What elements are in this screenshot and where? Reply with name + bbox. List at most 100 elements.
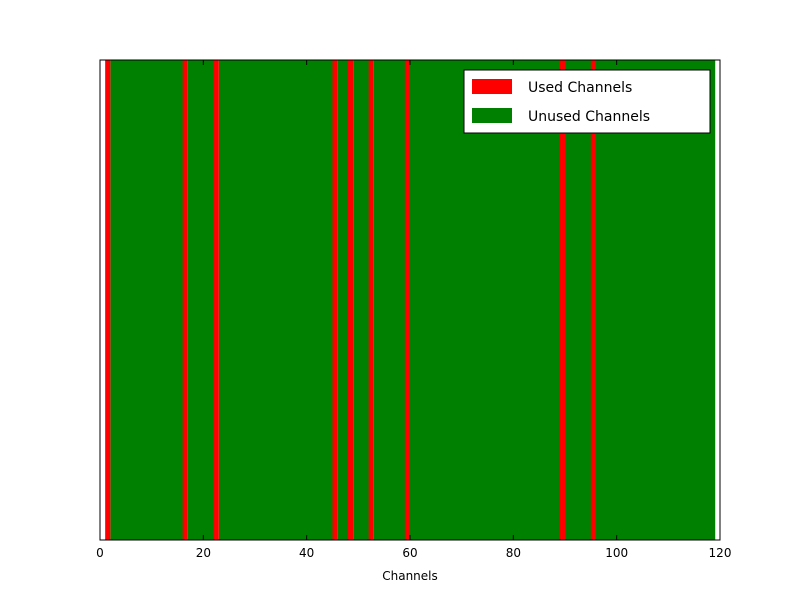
unused-channel-bar — [255, 60, 261, 540]
unused-channel-bar — [265, 60, 271, 540]
unused-channel-bar — [570, 60, 576, 540]
unused-channel-bar — [384, 60, 390, 540]
used-channel-bar — [348, 60, 354, 540]
unused-channel-bar — [322, 60, 328, 540]
unused-channel-bar — [296, 60, 302, 540]
unused-channel-bar — [461, 60, 468, 540]
unused-channel-bar — [270, 60, 277, 540]
unused-channel-bar — [420, 60, 426, 540]
unused-channel-bar — [441, 60, 447, 540]
unused-channel-bar — [187, 60, 194, 540]
used-channel-bar — [404, 60, 410, 540]
unused-channel-bar — [394, 60, 401, 540]
unused-channel-bar — [151, 60, 158, 540]
unused-channel-bar — [689, 60, 695, 540]
unused-channel-bar — [606, 60, 612, 540]
unused-channel-bar — [110, 60, 116, 540]
used-channel-bar — [332, 60, 338, 540]
x-tick-label: 40 — [299, 546, 314, 560]
unused-channel-bar — [652, 60, 659, 540]
unused-channel-bar — [466, 60, 473, 540]
unused-channel-bar — [177, 60, 184, 540]
x-tick-label: 20 — [196, 546, 211, 560]
unused-channel-bar — [663, 60, 669, 540]
unused-channel-bar — [224, 60, 230, 540]
unused-channel-bar — [301, 60, 308, 540]
unused-channel-bar — [632, 60, 638, 540]
unused-channel-bar — [198, 60, 204, 540]
unused-channel-bar — [260, 60, 266, 540]
unused-channel-bar — [239, 60, 246, 540]
unused-channel-bar — [699, 60, 705, 540]
unused-channel-bar — [549, 60, 556, 540]
unused-channel-bar — [172, 60, 178, 540]
legend-label-used: Used Channels — [528, 80, 632, 96]
x-axis-title: Channels — [382, 569, 438, 583]
unused-channel-bar — [218, 60, 225, 540]
unused-channel-bar — [286, 60, 292, 540]
x-tick-label: 120 — [709, 546, 732, 560]
used-channel-bar — [105, 60, 111, 540]
used-channel-bar — [590, 60, 596, 540]
unused-channel-bar — [234, 60, 240, 540]
unused-channel-bar — [399, 60, 406, 540]
unused-channel-bar — [327, 60, 333, 540]
unused-channel-bar — [492, 60, 499, 540]
bars-group — [105, 60, 716, 540]
unused-channel-bar — [337, 60, 344, 540]
unused-channel-bar — [446, 60, 452, 540]
unused-channel-bar — [518, 60, 525, 540]
unused-channel-bar — [115, 60, 122, 540]
unused-channel-bar — [668, 60, 674, 540]
unused-channel-bar — [146, 60, 153, 540]
used-channel-bar — [368, 60, 374, 540]
x-tick-label: 0 — [96, 546, 104, 560]
unused-channel-bar — [358, 60, 364, 540]
used-channel-bar — [182, 60, 188, 540]
unused-channel-bar — [523, 60, 530, 540]
unused-channel-bar — [694, 60, 700, 540]
unused-channel-bar — [244, 60, 251, 540]
unused-channel-bar — [487, 60, 494, 540]
unused-channel-bar — [415, 60, 421, 540]
unused-channel-bar — [280, 60, 287, 540]
unused-channel-bar — [627, 60, 633, 540]
unused-channel-bar — [580, 60, 587, 540]
unused-channel-bar — [621, 60, 628, 540]
unused-channel-bar — [162, 60, 168, 540]
unused-channel-bar — [658, 60, 664, 540]
unused-channel-bar — [141, 60, 147, 540]
used-channel-bar — [559, 60, 565, 540]
unused-channel-bar — [156, 60, 163, 540]
unused-channel-bar — [534, 60, 540, 540]
unused-channel-bar — [503, 60, 509, 540]
unused-channel-bar — [208, 60, 215, 540]
unused-channel-bar — [611, 60, 618, 540]
unused-channel-bar — [472, 60, 478, 540]
unused-channel-bar — [342, 60, 349, 540]
unused-channel-bar — [565, 60, 571, 540]
unused-channel-bar — [451, 60, 457, 540]
unused-channel-bar — [513, 60, 519, 540]
unused-channel-bar — [430, 60, 437, 540]
unused-channel-bar — [596, 60, 602, 540]
unused-channel-bar — [167, 60, 173, 540]
legend-label-unused: Unused Channels — [528, 109, 650, 125]
unused-channel-bar — [544, 60, 550, 540]
unused-channel-bar — [477, 60, 483, 540]
x-tick-label: 100 — [605, 546, 628, 560]
unused-channel-bar — [136, 60, 142, 540]
x-axis: 0 20 40 60 80 100 120 — [96, 60, 731, 560]
legend: Used Channels Unused Channels — [463, 69, 711, 134]
x-tick-label: 60 — [402, 546, 417, 560]
unused-channel-bar — [379, 60, 385, 540]
unused-channel-bar — [363, 60, 370, 540]
unused-channel-bar — [616, 60, 623, 540]
unused-channel-bar — [678, 60, 685, 540]
unused-channel-bar — [120, 60, 127, 540]
unused-channel-bar — [683, 60, 690, 540]
unused-channel-bar — [601, 60, 607, 540]
unused-channel-bar — [508, 60, 514, 540]
unused-channel-bar — [673, 60, 680, 540]
unused-channel-bar — [554, 60, 561, 540]
